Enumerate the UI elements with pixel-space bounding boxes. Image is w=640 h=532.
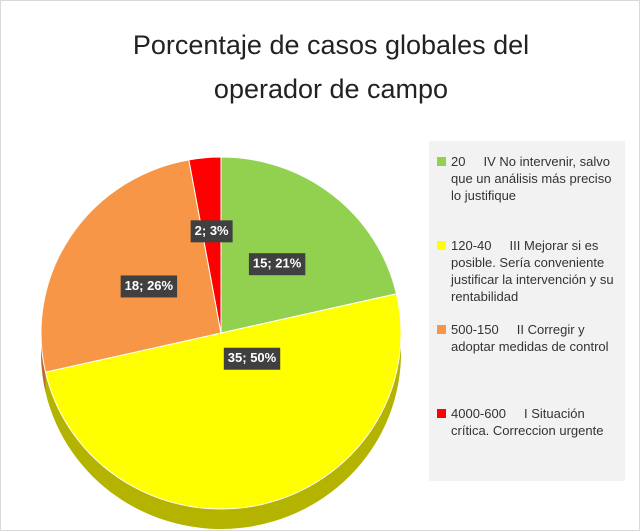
data-label-box bbox=[190, 220, 233, 243]
data-label-box bbox=[120, 275, 178, 298]
data-label-box bbox=[223, 347, 281, 370]
legend-swatch bbox=[437, 157, 446, 166]
legend-swatch bbox=[437, 325, 446, 334]
data-label-text: 15; 21% bbox=[253, 256, 302, 271]
legend-item: 20 IV No intervenir, salvo que un anális… bbox=[437, 153, 621, 204]
data-label-text: 35; 50% bbox=[228, 350, 277, 365]
pie-slice bbox=[220, 156, 398, 334]
chart-title: Porcentaje de casos globales del operado… bbox=[132, 30, 530, 104]
legend-swatch bbox=[437, 409, 446, 418]
pie-slice bbox=[44, 293, 402, 510]
legend-label: 500-150 II Corregir y adoptar medidas de… bbox=[451, 322, 609, 354]
data-label-text: 2; 3% bbox=[195, 223, 229, 238]
legend: 20 IV No intervenir, salvo que un anális… bbox=[429, 141, 625, 481]
pie-slice bbox=[188, 156, 222, 334]
legend-swatch bbox=[437, 241, 446, 250]
legend-item: 120-40 III Mejorar si es posible. Sería … bbox=[437, 237, 621, 305]
legend-label: 120-40 III Mejorar si es posible. Sería … bbox=[451, 238, 618, 304]
legend-item: 4000-600 I Situación crítica. Correccion… bbox=[437, 405, 621, 439]
data-label-text: 18; 26% bbox=[125, 278, 174, 293]
chart: 15; 21% 35; 50% 18; 26% 2; 3% bbox=[40, 156, 402, 530]
data-label: 2; 3% bbox=[190, 220, 233, 243]
legend-label: 4000-600 I Situación crítica. Correccion… bbox=[451, 406, 604, 438]
data-label: 18; 26% bbox=[120, 275, 178, 298]
data-label: 35; 50% bbox=[223, 347, 281, 370]
legend-item: 500-150 II Corregir y adoptar medidas de… bbox=[437, 321, 621, 355]
legend-label: 20 IV No intervenir, salvo que un anális… bbox=[451, 154, 616, 203]
data-label-box bbox=[248, 253, 306, 276]
data-label: 15; 21% bbox=[248, 253, 306, 276]
pie-slice bbox=[40, 159, 222, 373]
